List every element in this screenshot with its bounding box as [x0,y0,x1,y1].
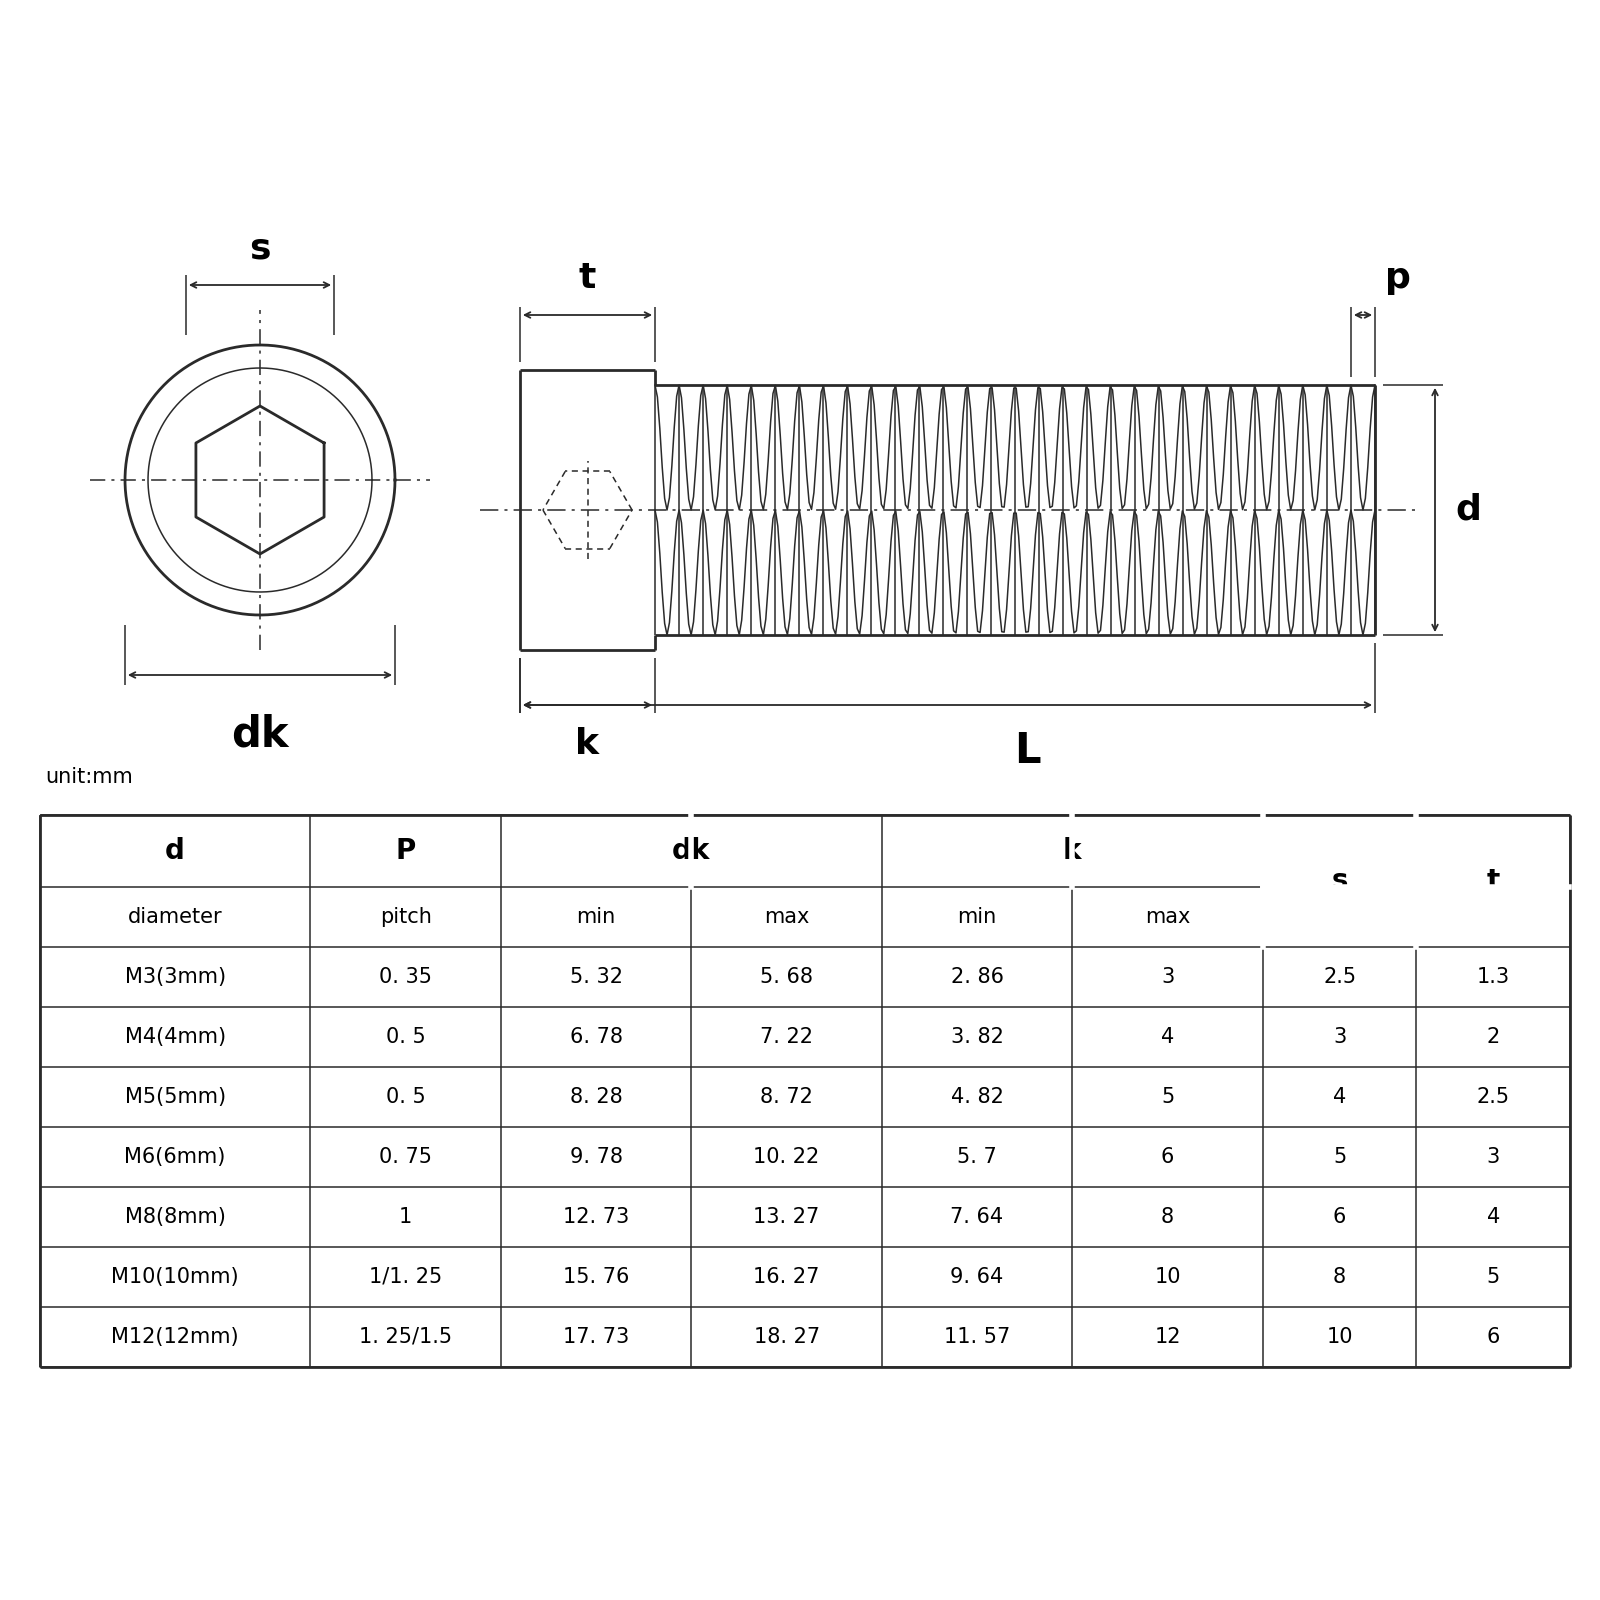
Text: d: d [1454,493,1482,526]
Text: t: t [579,261,597,294]
Text: diameter: diameter [128,907,222,926]
Text: 1: 1 [398,1206,413,1227]
Text: 8. 28: 8. 28 [570,1086,622,1107]
Text: 18. 27: 18. 27 [754,1326,819,1347]
Text: P: P [395,837,416,866]
Text: max: max [763,907,810,926]
Text: d: d [165,837,186,866]
Text: 7. 64: 7. 64 [950,1206,1003,1227]
Text: 6: 6 [1333,1206,1346,1227]
Text: M4(4mm): M4(4mm) [125,1027,226,1046]
Text: p: p [1386,261,1411,294]
Text: k: k [1062,837,1082,866]
Text: 8: 8 [1333,1267,1346,1286]
Text: 0. 75: 0. 75 [379,1147,432,1166]
Text: s: s [1331,867,1347,894]
Text: 4: 4 [1333,1086,1346,1107]
Text: 6. 78: 6. 78 [570,1027,622,1046]
Text: dk: dk [672,837,710,866]
Text: M12(12mm): M12(12mm) [112,1326,238,1347]
Text: 6: 6 [1162,1147,1174,1166]
Text: 1.3: 1.3 [1477,966,1510,987]
Text: min: min [576,907,616,926]
Text: M6(6mm): M6(6mm) [125,1147,226,1166]
Text: pitch: pitch [379,907,432,926]
Text: 8. 72: 8. 72 [760,1086,813,1107]
Text: 2.5: 2.5 [1477,1086,1510,1107]
Text: 16. 27: 16. 27 [754,1267,819,1286]
Text: 5. 68: 5. 68 [760,966,813,987]
Text: 8: 8 [1162,1206,1174,1227]
Text: 1/1. 25: 1/1. 25 [370,1267,442,1286]
Text: M8(8mm): M8(8mm) [125,1206,226,1227]
Text: 15. 76: 15. 76 [563,1267,629,1286]
Text: 0. 35: 0. 35 [379,966,432,987]
Text: 0. 5: 0. 5 [386,1086,426,1107]
Text: 3: 3 [1162,966,1174,987]
Text: 2.5: 2.5 [1323,966,1357,987]
Text: 11. 57: 11. 57 [944,1326,1010,1347]
Text: 3. 82: 3. 82 [950,1027,1003,1046]
Text: unit:mm: unit:mm [45,766,133,787]
Text: 5: 5 [1486,1267,1499,1286]
Text: 5: 5 [1162,1086,1174,1107]
Text: k: k [576,726,600,762]
Text: 0. 5: 0. 5 [386,1027,426,1046]
Text: 2: 2 [1486,1027,1499,1046]
Text: L: L [1014,730,1042,773]
Text: 5. 32: 5. 32 [570,966,622,987]
Text: 2. 86: 2. 86 [950,966,1003,987]
Text: 10: 10 [1154,1267,1181,1286]
Text: 17. 73: 17. 73 [563,1326,629,1347]
Text: 10: 10 [1326,1326,1354,1347]
Text: M10(10mm): M10(10mm) [112,1267,238,1286]
Text: 3: 3 [1486,1147,1499,1166]
Text: 12: 12 [1154,1326,1181,1347]
Text: 13. 27: 13. 27 [754,1206,819,1227]
Text: 4. 82: 4. 82 [950,1086,1003,1107]
Text: 9. 78: 9. 78 [570,1147,622,1166]
Text: 4: 4 [1162,1027,1174,1046]
Text: 9. 64: 9. 64 [950,1267,1003,1286]
Text: M3(3mm): M3(3mm) [125,966,226,987]
Text: 12. 73: 12. 73 [563,1206,629,1227]
Text: 10. 22: 10. 22 [754,1147,819,1166]
Text: max: max [1146,907,1190,926]
Text: M5(5mm): M5(5mm) [125,1086,226,1107]
Text: 6: 6 [1486,1326,1499,1347]
Text: min: min [957,907,997,926]
Text: 5: 5 [1333,1147,1346,1166]
Text: s: s [250,230,270,266]
Text: dk: dk [232,714,288,755]
Text: 7. 22: 7. 22 [760,1027,813,1046]
Text: 5. 7: 5. 7 [957,1147,997,1166]
Text: 4: 4 [1486,1206,1499,1227]
Text: t: t [1486,867,1499,894]
Text: 1. 25/1.5: 1. 25/1.5 [358,1326,453,1347]
Text: 3: 3 [1333,1027,1346,1046]
